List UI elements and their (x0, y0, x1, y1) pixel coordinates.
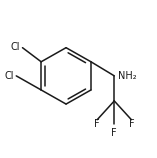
Text: NH₂: NH₂ (118, 71, 137, 81)
Text: F: F (94, 119, 99, 129)
Text: Cl: Cl (11, 42, 20, 52)
Text: Cl: Cl (4, 71, 14, 81)
Text: F: F (129, 119, 135, 129)
Text: F: F (111, 128, 117, 138)
